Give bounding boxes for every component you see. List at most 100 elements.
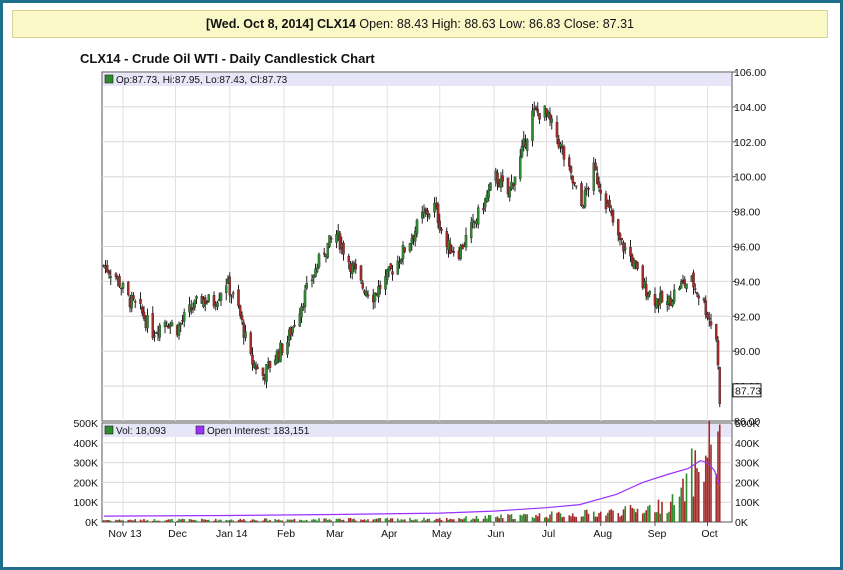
price-tick-label: 106.00 <box>734 67 766 79</box>
candle-body <box>182 312 186 322</box>
volume-bar <box>619 516 621 522</box>
volume-bar <box>279 520 282 522</box>
candle-body <box>513 176 517 185</box>
volume-bar <box>682 478 684 522</box>
volume-bar <box>347 518 350 522</box>
x-tick-label: Oct <box>701 528 717 540</box>
volume-bar <box>288 519 291 522</box>
volume-bar <box>227 520 229 522</box>
volume-bar <box>570 516 572 522</box>
volume-bar <box>494 517 497 522</box>
candle-body <box>408 242 412 252</box>
price-tick-label: 96.00 <box>734 242 760 254</box>
volume-bar <box>228 520 231 522</box>
volume-bar <box>153 519 156 522</box>
volume-bar <box>151 520 154 522</box>
quote-summary-bar: [Wed. Oct 8, 2014] CLX14 Open: 88.43 Hig… <box>12 10 828 38</box>
volume-bar <box>318 518 320 522</box>
x-tick-label: Jun <box>488 528 505 540</box>
volume-bar <box>134 519 137 522</box>
candle-body <box>592 162 596 191</box>
volume-bar <box>132 520 135 522</box>
volume-bar <box>354 520 357 522</box>
volume-bar <box>668 511 670 522</box>
volume-tick-label-left: 200K <box>73 477 98 489</box>
volume-bar <box>277 519 280 522</box>
volume-bar <box>424 520 427 522</box>
volume-bar <box>524 514 527 522</box>
candle-body <box>179 322 182 326</box>
volume-bar <box>183 519 186 522</box>
volume-bar <box>501 518 504 522</box>
price-tick-label: 92.00 <box>734 311 760 323</box>
candle-body <box>338 233 342 250</box>
volume-bar <box>433 520 436 522</box>
candle-body <box>496 172 499 184</box>
candle-body <box>697 295 701 299</box>
volume-bar <box>536 516 539 522</box>
volume-bar <box>643 512 646 522</box>
quote-symbol: CLX14 <box>316 17 356 31</box>
candle-body <box>599 189 603 194</box>
volume-bar <box>584 510 586 522</box>
candle-body <box>314 268 317 277</box>
candle-body <box>336 230 340 236</box>
candle-body <box>228 276 231 296</box>
candle-body <box>611 210 615 223</box>
quote-low-label: Low: <box>499 17 526 31</box>
last-price-box <box>732 383 762 398</box>
volume-bar <box>339 518 341 522</box>
volume-bar <box>220 519 222 522</box>
volume-bar <box>622 509 625 522</box>
volume-bar <box>416 519 418 522</box>
volume-bar <box>596 516 599 522</box>
candle-body <box>347 255 350 263</box>
candle-body <box>636 262 639 269</box>
candle-body <box>436 203 440 223</box>
volume-bar <box>599 511 602 522</box>
volume-bar <box>190 519 193 522</box>
volume-bar <box>202 519 205 522</box>
volume-bar <box>426 518 429 522</box>
price-legend-band <box>103 73 731 86</box>
candle-body <box>709 321 713 326</box>
candle-body <box>583 190 587 208</box>
volume-bar <box>538 513 541 522</box>
candle-body <box>361 282 364 289</box>
volume-bar <box>139 519 142 522</box>
volume-bar <box>556 512 558 522</box>
volume-bar <box>193 519 196 522</box>
candle-body <box>378 284 382 289</box>
candle-body <box>557 138 561 148</box>
volume-bar <box>164 520 166 522</box>
volume-bar <box>657 499 660 522</box>
volume-bar <box>122 520 124 522</box>
candle-body <box>109 276 113 278</box>
candle-body <box>548 113 552 120</box>
volume-bar <box>178 518 180 522</box>
volume-bar <box>304 520 306 522</box>
volume-bar <box>129 519 131 522</box>
candle-body <box>520 146 524 157</box>
volume-tick-label-left: 300K <box>73 458 98 470</box>
candle-body <box>118 276 121 287</box>
quote-open-label: Open: <box>359 17 394 31</box>
volume-bar <box>636 508 639 522</box>
candle-body <box>410 238 413 244</box>
price-tick-label: 100.00 <box>734 172 766 184</box>
x-tick-label: Apr <box>381 528 398 540</box>
candle-body <box>107 270 111 275</box>
quote-date: [Wed. Oct 8, 2014] <box>206 17 314 31</box>
candle-body <box>242 322 245 338</box>
volume-tick-label-right: 400K <box>735 438 760 450</box>
volume-bar <box>521 515 523 522</box>
candle-body <box>459 245 462 259</box>
candle-body <box>114 273 118 278</box>
volume-bar <box>487 515 490 522</box>
volume-bar <box>365 520 368 522</box>
volume-tick-label-right: 300K <box>735 458 760 470</box>
candle-body <box>317 254 321 268</box>
candle-body <box>193 299 196 308</box>
volume-bar <box>263 518 266 522</box>
